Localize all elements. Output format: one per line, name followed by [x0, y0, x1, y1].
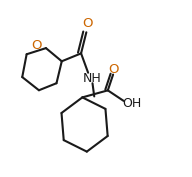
Text: O: O [31, 39, 41, 52]
Text: O: O [82, 17, 93, 30]
Text: O: O [109, 63, 119, 76]
Text: NH: NH [83, 72, 102, 85]
Text: OH: OH [122, 96, 142, 110]
